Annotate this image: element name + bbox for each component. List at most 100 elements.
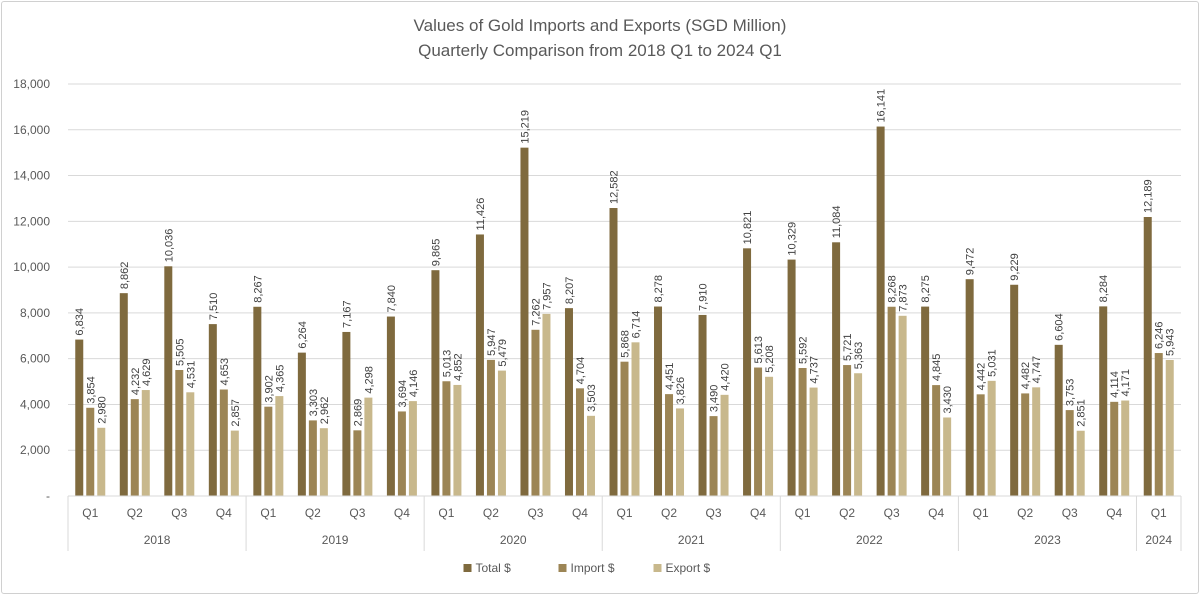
y-tick-label: 6,000 (20, 352, 50, 366)
bar (1121, 400, 1130, 496)
data-label: 4,420 (720, 363, 732, 391)
data-label: 4,232 (130, 368, 142, 396)
bar (408, 401, 417, 496)
bar (1143, 217, 1152, 497)
data-label: 4,629 (141, 359, 153, 387)
data-labels: 6,834 8,862 10,036 7,510 8,267 6,264 7,167 7,84… (74, 89, 1176, 427)
bar (342, 331, 351, 496)
legend-swatch (463, 564, 472, 572)
data-label: 10,821 (742, 211, 754, 245)
bar (520, 147, 529, 497)
bar (1032, 387, 1041, 496)
x-tick-label: Q2 (839, 506, 855, 520)
data-label: 10,036 (163, 229, 175, 263)
y-tick-label: 18,000 (13, 77, 50, 91)
x-tick-label: Q2 (661, 506, 677, 520)
x-tick-label: Q4 (572, 506, 588, 520)
x-tick-label: Q1 (1151, 506, 1167, 520)
bar (97, 427, 106, 496)
legend-label: Total $ (476, 561, 512, 575)
bar (575, 388, 584, 496)
data-label: 6,246 (1154, 322, 1166, 350)
data-label: 4,298 (363, 366, 375, 394)
bar (475, 234, 484, 496)
bar (208, 324, 217, 496)
data-label: 5,208 (764, 345, 776, 373)
data-label: 8,862 (119, 262, 131, 290)
data-label: 7,262 (530, 298, 542, 326)
bar (720, 394, 729, 496)
data-label: 3,490 (709, 385, 721, 413)
data-label: 4,451 (664, 363, 676, 391)
x-tick-label: Q3 (349, 506, 365, 520)
data-label: 4,146 (408, 370, 420, 398)
bar (1065, 410, 1074, 496)
bar (665, 394, 674, 496)
bar (609, 208, 618, 496)
data-label: 3,753 (1065, 379, 1077, 407)
bar (141, 390, 150, 496)
data-label: 4,747 (1031, 356, 1043, 384)
data-label: 5,363 (853, 342, 865, 370)
bar (943, 417, 952, 496)
data-label: 4,442 (976, 363, 988, 391)
data-label: 15,219 (519, 110, 531, 144)
bar (1099, 306, 1108, 496)
bar (932, 385, 941, 496)
x-tick-label: Q1 (616, 506, 632, 520)
bar (765, 376, 774, 496)
bar (854, 373, 863, 496)
x-group-label: 2020 (500, 533, 527, 547)
data-label: 3,854 (85, 376, 97, 404)
data-label: 8,284 (1098, 275, 1110, 303)
data-label: 5,947 (486, 328, 498, 356)
bar (364, 397, 373, 496)
data-label: 3,694 (397, 380, 409, 408)
chart-subtitle: Quarterly Comparison from 2018 Q1 to 202… (418, 41, 782, 60)
bar (743, 248, 752, 496)
bar (709, 416, 718, 496)
x-group-label: 2022 (856, 533, 883, 547)
x-group-label: 2023 (1034, 533, 1061, 547)
bar (230, 430, 239, 496)
bar (453, 384, 462, 496)
x-tick-label: Q2 (127, 506, 143, 520)
x-tick-label: Q3 (706, 506, 722, 520)
bar (809, 387, 818, 496)
bar (219, 389, 228, 496)
bar (253, 306, 262, 496)
bar (264, 406, 273, 496)
bar (75, 339, 84, 496)
bar (397, 411, 406, 496)
bar (1165, 359, 1174, 496)
y-tick-label: 2,000 (20, 443, 50, 457)
bar (175, 369, 184, 496)
bar (876, 126, 885, 496)
x-tick-label: Q2 (305, 506, 321, 520)
bar (319, 428, 328, 496)
data-label: 8,267 (252, 275, 264, 303)
data-label: 10,329 (787, 222, 799, 256)
data-label: 5,868 (620, 330, 632, 358)
x-group-label: 2021 (678, 533, 705, 547)
y-tick-label: 14,000 (13, 169, 50, 183)
bar (654, 306, 663, 496)
x-tick-label: Q2 (483, 506, 499, 520)
x-tick-label: Q1 (973, 506, 989, 520)
x-tick-label: Q4 (1106, 506, 1122, 520)
bar (1154, 353, 1163, 496)
bar (119, 293, 128, 496)
x-tick-label: Q3 (171, 506, 187, 520)
bar (497, 370, 506, 496)
bar (787, 259, 796, 496)
bar (308, 420, 317, 496)
x-tick-label: Q3 (527, 506, 543, 520)
bar (921, 306, 930, 496)
data-label: 7,910 (698, 283, 710, 311)
x-tick-label: Q3 (1062, 506, 1078, 520)
data-label: 6,604 (1054, 313, 1066, 341)
data-label: 8,268 (887, 275, 899, 303)
data-label: 8,275 (920, 275, 932, 303)
x-tick-label: Q1 (260, 506, 276, 520)
